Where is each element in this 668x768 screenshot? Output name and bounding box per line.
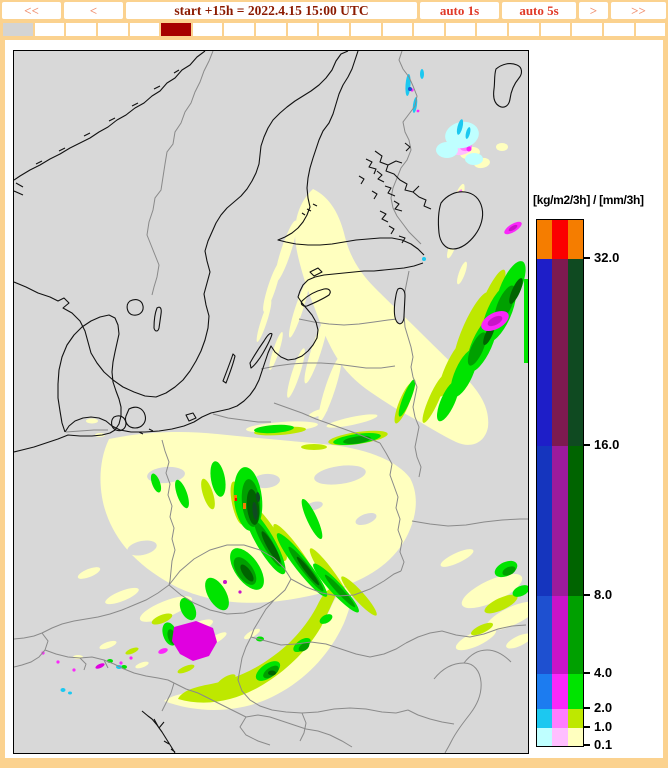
country-borders — [13, 50, 528, 754]
legend-band-color — [552, 596, 568, 674]
lakes — [126, 63, 522, 332]
legend-band — [537, 674, 583, 709]
auto-1s-button[interactable]: auto 1s — [420, 2, 499, 19]
legend-band-color — [567, 674, 583, 709]
legend-band-color — [567, 596, 583, 674]
timeline-segment[interactable] — [319, 23, 349, 36]
weather-map — [13, 50, 538, 754]
timeline-segment[interactable] — [66, 23, 96, 36]
forecast-time-label: start +15h = 2022.4.15 15:00 UTC — [126, 2, 417, 19]
legend-band-color — [552, 709, 568, 728]
legend-title: [kg/m2/3h] / [mm/3h] — [533, 193, 644, 207]
timeline-segment[interactable] — [509, 23, 539, 36]
timeline-segment[interactable] — [192, 23, 223, 36]
timeline-segment[interactable] — [129, 23, 160, 36]
map-container — [13, 50, 538, 754]
legend-band — [537, 259, 583, 446]
legend-band-color — [567, 728, 583, 746]
legend-band-color — [552, 259, 568, 446]
auto-5s-button[interactable]: auto 5s — [502, 2, 576, 19]
legend-colorbar — [536, 219, 584, 747]
timeline-segment[interactable] — [445, 23, 476, 36]
legend-band — [537, 728, 583, 746]
timeline — [3, 23, 666, 36]
legend-band-color — [537, 674, 553, 709]
timeline-segment[interactable] — [161, 23, 191, 36]
timeline-segment[interactable] — [635, 23, 666, 36]
forward-button[interactable]: > — [579, 2, 608, 19]
legend-band-color — [537, 220, 553, 259]
back-button[interactable]: < — [64, 2, 123, 19]
legend-band-color — [537, 446, 553, 596]
timeline-segment[interactable] — [350, 23, 381, 36]
legend-band-color — [567, 220, 583, 259]
timeline-segment[interactable] — [256, 23, 286, 36]
timeline-segment[interactable] — [224, 23, 254, 36]
legend-band-color — [552, 220, 568, 259]
fast-forward-button[interactable]: >> — [611, 2, 666, 19]
legend-band — [537, 220, 583, 259]
timeline-segment[interactable] — [540, 23, 571, 36]
legend-band-color — [552, 674, 568, 709]
legend-band-color — [537, 709, 553, 728]
legend-band-color — [552, 446, 568, 596]
coastlines — [13, 50, 432, 754]
timeline-segment[interactable] — [287, 23, 318, 36]
legend-band-color — [567, 259, 583, 446]
legend-band-color — [537, 259, 553, 446]
precip-extreme-layer — [252, 492, 261, 520]
legend-band-color — [552, 728, 568, 746]
timeline-segment[interactable] — [3, 23, 33, 36]
timeline-segment[interactable] — [572, 23, 602, 36]
precip-above32-dots — [234, 495, 246, 509]
legend-band-color — [567, 709, 583, 728]
timeline-segment[interactable] — [382, 23, 413, 36]
timeline-segment[interactable] — [97, 23, 128, 36]
legend-band — [537, 596, 583, 674]
content-panel: [kg/m2/3h] / [mm/3h] 32.0 16.0 8.0 4.0 2.0 1.… — [5, 40, 663, 758]
legend-band-color — [537, 728, 553, 746]
legend-band-color — [567, 446, 583, 596]
legend-ticks: 32.0 16.0 8.0 4.0 2.0 1.0 0.1 — [583, 219, 653, 752]
timeline-segment[interactable] — [414, 23, 444, 36]
timeline-segment[interactable] — [603, 23, 634, 36]
precip-holes — [127, 465, 377, 556]
timeline-segment[interactable] — [34, 23, 65, 36]
fast-back-button[interactable]: << — [2, 2, 61, 19]
legend-band — [537, 446, 583, 596]
legend-band-color — [537, 596, 553, 674]
timeline-segment[interactable] — [477, 23, 507, 36]
legend-band — [537, 709, 583, 728]
